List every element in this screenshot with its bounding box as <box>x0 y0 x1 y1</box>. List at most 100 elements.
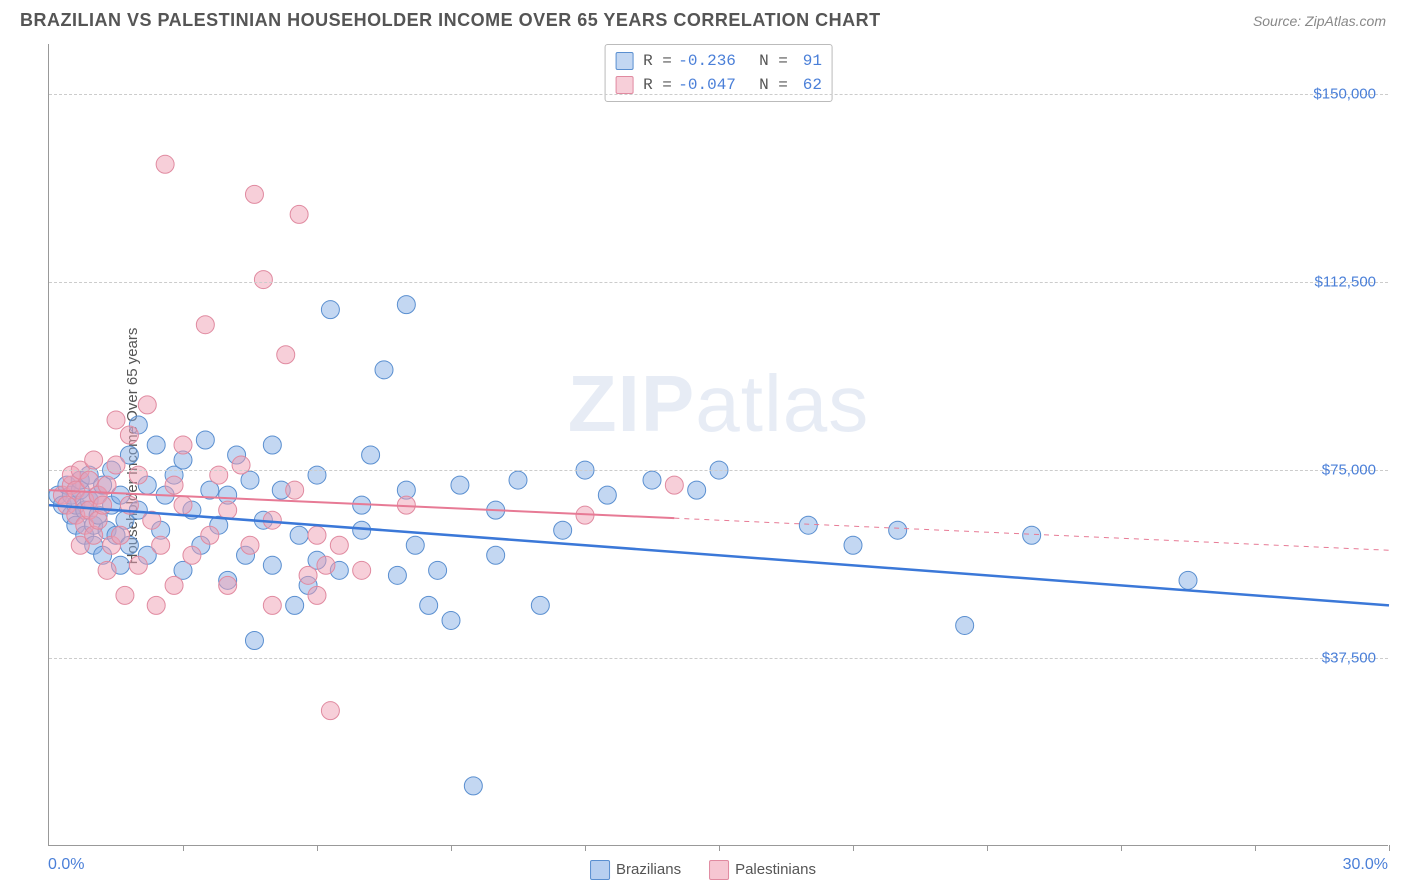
data-point <box>156 155 174 173</box>
data-point <box>116 586 134 604</box>
data-point <box>643 471 661 489</box>
data-point <box>362 446 380 464</box>
data-point <box>98 561 116 579</box>
data-point <box>317 556 335 574</box>
data-point <box>107 456 125 474</box>
y-tick-label: $150,000 <box>1313 86 1376 103</box>
data-point <box>487 546 505 564</box>
data-point <box>509 471 527 489</box>
scatter-plot-svg <box>49 44 1388 845</box>
data-point <box>147 596 165 614</box>
data-point <box>286 596 304 614</box>
data-point <box>174 496 192 514</box>
data-point <box>196 431 214 449</box>
data-point <box>406 536 424 554</box>
data-point <box>397 296 415 314</box>
data-point <box>165 576 183 594</box>
x-tick <box>317 845 318 851</box>
data-point <box>554 521 572 539</box>
data-point <box>299 566 317 584</box>
chart-plot-area: ZIPatlas R =-0.236 N =91R =-0.047 N =62 … <box>48 44 1388 846</box>
data-point <box>138 396 156 414</box>
data-point <box>98 476 116 494</box>
data-point <box>196 316 214 334</box>
data-point <box>956 616 974 634</box>
y-tick-label: $75,000 <box>1322 462 1376 479</box>
data-point <box>598 486 616 504</box>
source-label: Source: ZipAtlas.com <box>1253 13 1386 29</box>
data-point <box>111 526 129 544</box>
data-point <box>1023 526 1041 544</box>
data-point <box>464 777 482 795</box>
x-tick <box>1389 845 1390 851</box>
gridline <box>49 470 1388 471</box>
data-point <box>174 436 192 454</box>
data-point <box>688 481 706 499</box>
data-point <box>665 476 683 494</box>
data-point <box>107 411 125 429</box>
legend-item: Palestinians <box>709 860 816 880</box>
data-point <box>183 546 201 564</box>
data-point <box>219 501 237 519</box>
x-tick <box>853 845 854 851</box>
data-point <box>442 611 460 629</box>
data-point <box>889 521 907 539</box>
correlation-legend-row: R =-0.236 N =91 <box>615 49 822 73</box>
x-tick <box>719 845 720 851</box>
data-point <box>245 185 263 203</box>
data-point <box>290 526 308 544</box>
x-tick <box>585 845 586 851</box>
data-point <box>321 702 339 720</box>
x-tick <box>183 845 184 851</box>
x-tick <box>987 845 988 851</box>
data-point <box>844 536 862 554</box>
data-point <box>245 631 263 649</box>
data-point <box>451 476 469 494</box>
x-tick <box>451 845 452 851</box>
data-point <box>210 466 228 484</box>
x-tick <box>1121 845 1122 851</box>
data-point <box>353 561 371 579</box>
data-point <box>85 451 103 469</box>
data-point <box>120 426 138 444</box>
data-point <box>201 526 219 544</box>
data-point <box>263 596 281 614</box>
data-point <box>254 271 272 289</box>
data-point <box>388 566 406 584</box>
data-point <box>420 596 438 614</box>
data-point <box>263 436 281 454</box>
data-point <box>308 586 326 604</box>
data-point <box>165 476 183 494</box>
data-point <box>94 496 112 514</box>
series-legend: BraziliansPalestinians <box>590 860 816 880</box>
gridline <box>49 282 1388 283</box>
data-point <box>375 361 393 379</box>
x-tick <box>1255 845 1256 851</box>
data-point <box>129 556 147 574</box>
chart-title: BRAZILIAN VS PALESTINIAN HOUSEHOLDER INC… <box>20 10 881 31</box>
y-tick-label: $112,500 <box>1315 274 1376 291</box>
data-point <box>286 481 304 499</box>
gridline <box>49 658 1388 659</box>
data-point <box>429 561 447 579</box>
data-point <box>308 526 326 544</box>
data-point <box>531 596 549 614</box>
gridline <box>49 94 1388 95</box>
data-point <box>147 436 165 454</box>
data-point <box>799 516 817 534</box>
data-point <box>232 456 250 474</box>
data-point <box>129 466 147 484</box>
data-point <box>308 466 326 484</box>
data-point <box>263 556 281 574</box>
data-point <box>330 536 348 554</box>
data-point <box>1179 571 1197 589</box>
data-point <box>241 536 259 554</box>
data-point <box>152 536 170 554</box>
data-point <box>219 576 237 594</box>
data-point <box>321 301 339 319</box>
x-axis-max-label: 30.0% <box>1343 856 1388 874</box>
y-tick-label: $37,500 <box>1322 650 1376 667</box>
data-point <box>277 346 295 364</box>
x-axis-min-label: 0.0% <box>48 856 84 874</box>
data-point <box>290 205 308 223</box>
